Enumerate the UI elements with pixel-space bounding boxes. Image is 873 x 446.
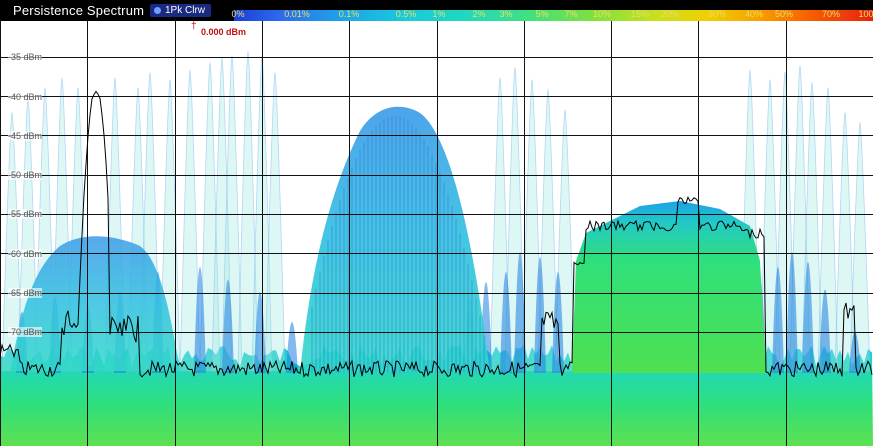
reference-level-marker-icon: † <box>191 21 197 32</box>
persistence-background <box>0 51 873 446</box>
y-axis-label: -55 dBm <box>8 209 43 219</box>
signal-burst <box>534 257 546 373</box>
scale-label: 50% <box>774 9 794 19</box>
trace-line <box>0 90 873 379</box>
scale-label: 10% <box>592 9 612 19</box>
title-bar: Persistence Spectrum 1Pk Clrw 0% 0.01% 0.1… <box>0 0 873 21</box>
trace-dot-icon <box>154 7 161 14</box>
signal-burst <box>264 72 286 372</box>
y-axis-label: -70 dBm <box>8 327 43 337</box>
signal-burst <box>786 252 798 373</box>
window-title: Persistence Spectrum <box>13 3 145 18</box>
persistence-colorbar <box>234 10 873 21</box>
y-axis-label: -60 dBm <box>8 249 43 259</box>
grid <box>0 21 873 446</box>
y-axis-label: -35 dBm <box>8 52 43 62</box>
spectrum-plot[interactable] <box>0 21 873 446</box>
trace-label: 1Pk Clrw <box>165 5 206 16</box>
scale-label: 100% <box>858 9 873 19</box>
signal-burst <box>222 279 234 373</box>
y-axis-label: -45 dBm <box>8 131 43 141</box>
signal-burst <box>237 51 259 372</box>
y-axis-label: -40 dBm <box>8 92 43 102</box>
trace-badge[interactable]: 1Pk Clrw <box>150 4 212 17</box>
scale-label: 2% <box>472 9 486 19</box>
scale-label: 30% <box>707 9 727 19</box>
scale-label: 1% <box>432 9 446 19</box>
signal-burst <box>286 322 298 373</box>
reference-level-label: 0.000 dBm <box>201 27 247 37</box>
scale-label: 0% <box>231 9 245 19</box>
signal-hump-left <box>10 236 180 371</box>
scale-label: 40% <box>744 9 764 19</box>
scale-label: 7% <box>564 9 578 19</box>
clear-write-trace <box>0 90 873 379</box>
y-axis-label: -65 dBm <box>8 288 43 298</box>
signal-burst <box>179 69 201 372</box>
persistence-scale-labels: 0% 0.01% 0.1% 0.5% 1% 2% 3% 5% 7% 10% 15% 20% 30% 40%… <box>231 9 873 22</box>
y-axis-label: -50 dBm <box>8 170 43 180</box>
scale-label: 0.1% <box>338 9 360 19</box>
scale-label: 0.5% <box>395 9 417 19</box>
scale-label: 70% <box>821 9 841 19</box>
signal-burst <box>849 332 861 373</box>
wide-band-signal <box>572 201 766 373</box>
scale-label: 3% <box>499 9 513 19</box>
signal-burst <box>500 272 512 373</box>
signal-burst <box>819 289 831 373</box>
signal-burst <box>802 262 814 373</box>
signal-burst <box>849 122 871 372</box>
scale-label: 20% <box>660 9 680 19</box>
scale-label: 0.01% <box>284 9 310 19</box>
scale-label: 5% <box>535 9 549 19</box>
signal-burst <box>514 252 526 373</box>
scale-label: 15% <box>630 9 650 19</box>
